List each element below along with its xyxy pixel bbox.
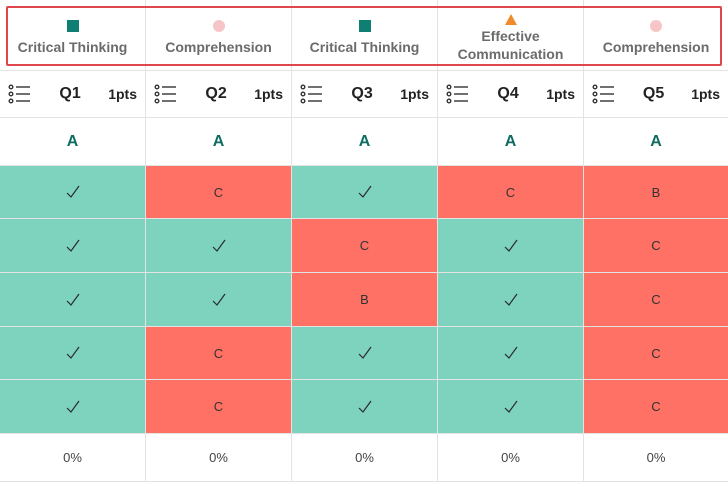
correct-answer-q3: A [292, 118, 438, 166]
skill-label: Critical Thinking [309, 39, 420, 55]
response-cell[interactable] [438, 219, 584, 273]
response-letter: B [360, 292, 369, 307]
percent-correct-q1: 0% [0, 434, 146, 482]
skill-label: Comprehension [602, 39, 710, 55]
response-cell[interactable]: B [584, 166, 728, 219]
list-icon[interactable] [446, 83, 470, 105]
response-letter: C [359, 238, 370, 253]
response-cell[interactable] [292, 327, 438, 380]
response-cell[interactable] [438, 327, 584, 380]
check-icon [66, 293, 79, 306]
correct-answer-q5: A [584, 118, 728, 166]
circle-marker-icon [650, 20, 662, 32]
response-cell[interactable] [0, 166, 146, 219]
question-header-q5: Q5 1pts [584, 71, 728, 118]
question-points: 1pts [400, 86, 429, 102]
response-cell[interactable] [438, 380, 584, 434]
response-letter: C [213, 184, 224, 200]
response-cell[interactable] [0, 327, 146, 380]
question-name[interactable]: Q3 [351, 85, 373, 102]
skill-cell-q4: Effective Communication [438, 0, 584, 71]
response-cell[interactable]: C [584, 219, 728, 273]
check-icon [358, 185, 371, 198]
check-icon [504, 400, 517, 413]
response-cell[interactable]: C [146, 380, 292, 434]
skill-label: Comprehension [165, 39, 272, 55]
check-icon [504, 346, 517, 359]
response-letter: C [651, 345, 661, 361]
percent-correct-q5: 0% [584, 434, 728, 482]
skill-cell-q1: Critical Thinking [0, 0, 146, 71]
correct-answer-q2: A [146, 118, 292, 166]
correct-answer-q4: A [438, 118, 584, 166]
response-letter: C [505, 184, 516, 200]
check-icon [358, 346, 371, 359]
response-letter: C [651, 238, 661, 253]
check-icon [212, 293, 225, 306]
response-cell[interactable] [0, 273, 146, 327]
response-cell[interactable]: C [292, 219, 438, 273]
triangle-marker-icon [504, 13, 517, 25]
response-letter: C [651, 399, 661, 414]
check-icon [358, 400, 371, 413]
question-name[interactable]: Q4 [497, 85, 519, 102]
skill-cell-q5: Comprehension [584, 0, 728, 71]
response-cell[interactable]: C [584, 380, 728, 434]
list-icon[interactable] [154, 83, 178, 105]
response-letter: C [213, 345, 224, 361]
skill-label: Critical Thinking [17, 39, 128, 55]
question-header-q1: Q1 1pts [0, 71, 146, 118]
square-marker-icon [66, 20, 79, 32]
percent-correct-q4: 0% [438, 434, 584, 482]
question-points: 1pts [691, 86, 720, 102]
square-marker-icon [358, 20, 371, 32]
question-points: 1pts [546, 86, 575, 102]
response-letter: C [651, 292, 661, 307]
response-cell[interactable]: C [584, 273, 728, 327]
list-icon[interactable] [8, 83, 32, 105]
response-cell[interactable]: C [146, 327, 292, 380]
response-cell[interactable] [292, 380, 438, 434]
check-icon [504, 293, 517, 306]
response-cell[interactable] [0, 219, 146, 273]
question-header-q4: Q4 1pts [438, 71, 584, 118]
skill-cell-q3: Critical Thinking [292, 0, 438, 71]
list-icon[interactable] [592, 83, 616, 105]
list-icon[interactable] [300, 83, 324, 105]
check-icon [504, 239, 517, 252]
response-cell[interactable]: C [584, 327, 728, 380]
question-points: 1pts [254, 86, 283, 102]
question-points: 1pts [108, 86, 137, 102]
question-header-q3: Q3 1pts [292, 71, 438, 118]
response-cell[interactable] [146, 219, 292, 273]
percent-correct-q3: 0% [292, 434, 438, 482]
check-icon [66, 185, 79, 198]
percent-correct-q2: 0% [146, 434, 292, 482]
check-icon [212, 239, 225, 252]
check-icon [66, 239, 79, 252]
question-header-q2: Q2 1pts [146, 71, 292, 118]
response-cell[interactable] [146, 273, 292, 327]
response-cell[interactable]: C [146, 166, 292, 219]
question-name[interactable]: Q5 [642, 85, 665, 102]
response-cell[interactable] [438, 273, 584, 327]
question-name[interactable]: Q2 [205, 85, 227, 102]
check-icon [66, 346, 79, 359]
response-letter: B [651, 184, 661, 200]
skill-cell-q2: Comprehension [146, 0, 292, 71]
response-cell[interactable] [0, 380, 146, 434]
circle-marker-icon [212, 20, 225, 32]
skill-label: Effective Communication [457, 27, 564, 62]
question-name[interactable]: Q1 [59, 85, 81, 102]
response-cell[interactable]: C [438, 166, 584, 219]
response-letter: C [213, 399, 224, 414]
response-cell[interactable] [292, 166, 438, 219]
correct-answer-q1: A [0, 118, 146, 166]
check-icon [66, 400, 79, 413]
response-cell[interactable]: B [292, 273, 438, 327]
